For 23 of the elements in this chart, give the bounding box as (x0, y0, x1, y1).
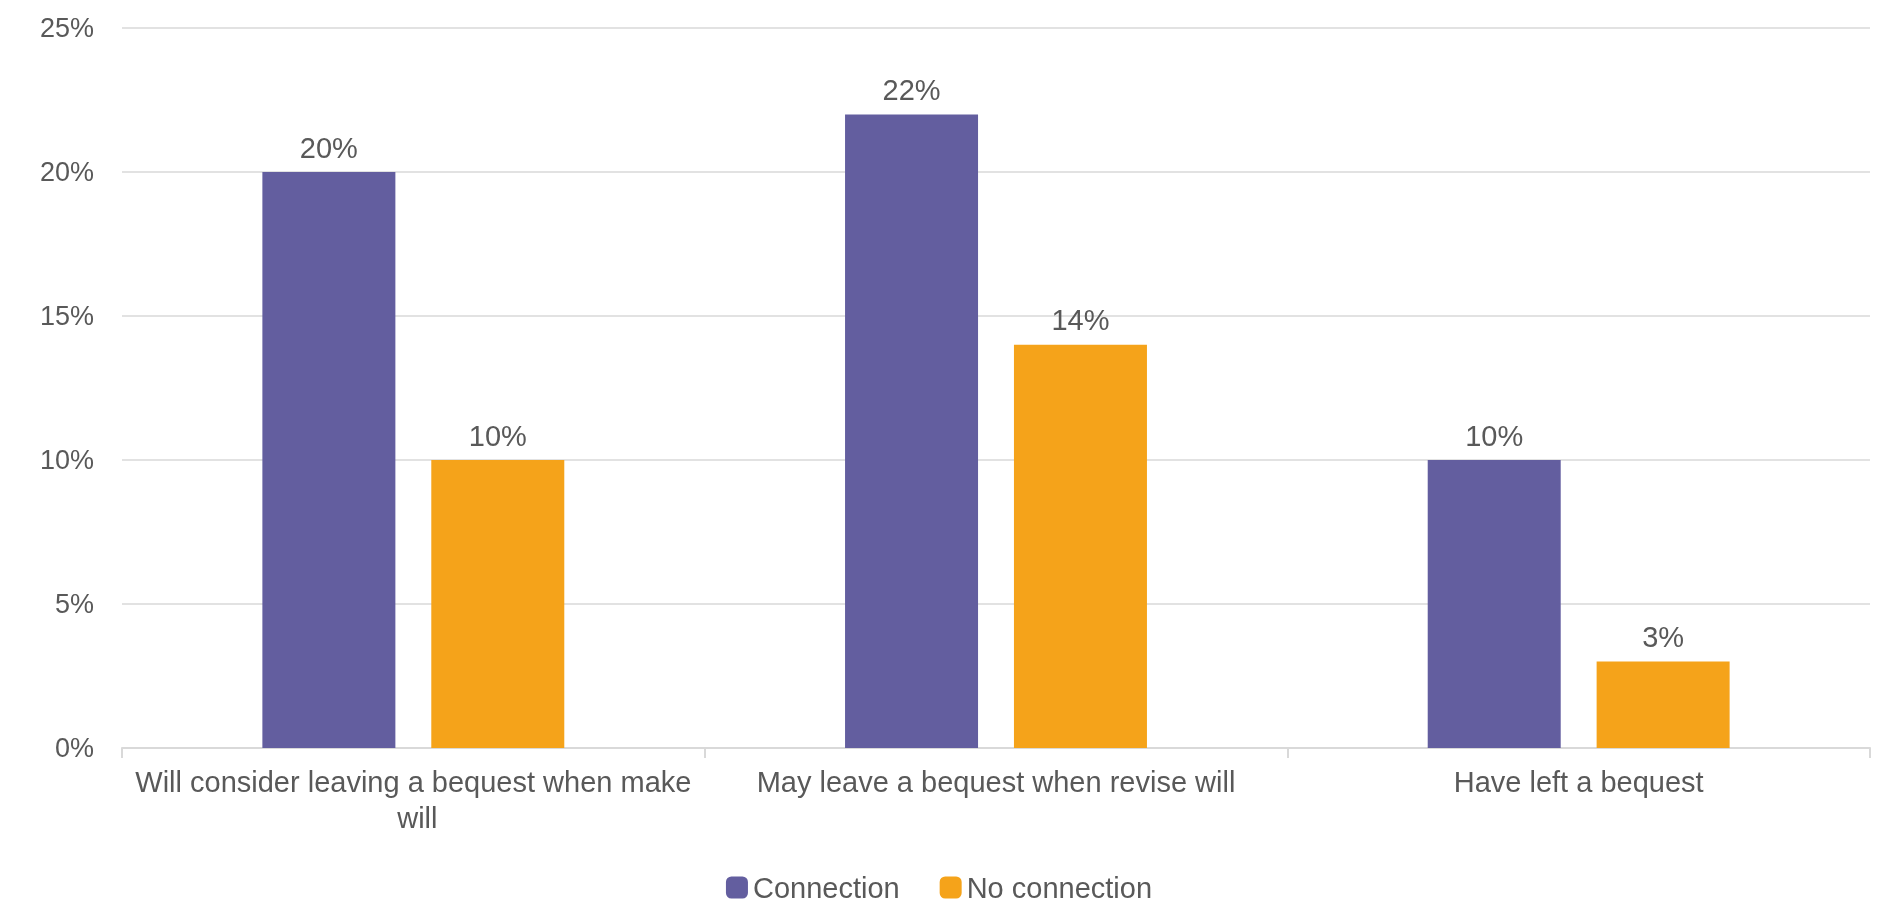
bar (1427, 460, 1561, 748)
bar (431, 460, 565, 748)
data-label: 10% (1465, 419, 1524, 452)
bar (845, 114, 979, 748)
legend-label: No connection (966, 871, 1153, 904)
y-tick-label: 15% (39, 301, 94, 331)
bar (262, 172, 396, 748)
data-label: 22% (882, 73, 941, 106)
y-tick-label: 10% (39, 445, 94, 475)
data-label: 14% (1051, 304, 1110, 337)
bar (1596, 661, 1730, 748)
y-tick-label: 20% (39, 157, 94, 187)
data-label: 10% (468, 419, 527, 452)
x-tick-label: Will consider leaving a bequest when make will (135, 766, 692, 834)
y-tick-label: 25% (39, 13, 94, 43)
x-tick-label: Have left a bequest (1453, 766, 1704, 798)
x-tick-label: May leave a bequest when revise will (756, 766, 1236, 798)
data-label: 20% (299, 131, 358, 164)
y-tick-label: 0% (54, 733, 94, 763)
y-tick-label: 5% (54, 589, 94, 619)
bar (1013, 344, 1147, 748)
data-label: 3% (1642, 621, 1685, 654)
legend-label: Connection (752, 871, 900, 904)
